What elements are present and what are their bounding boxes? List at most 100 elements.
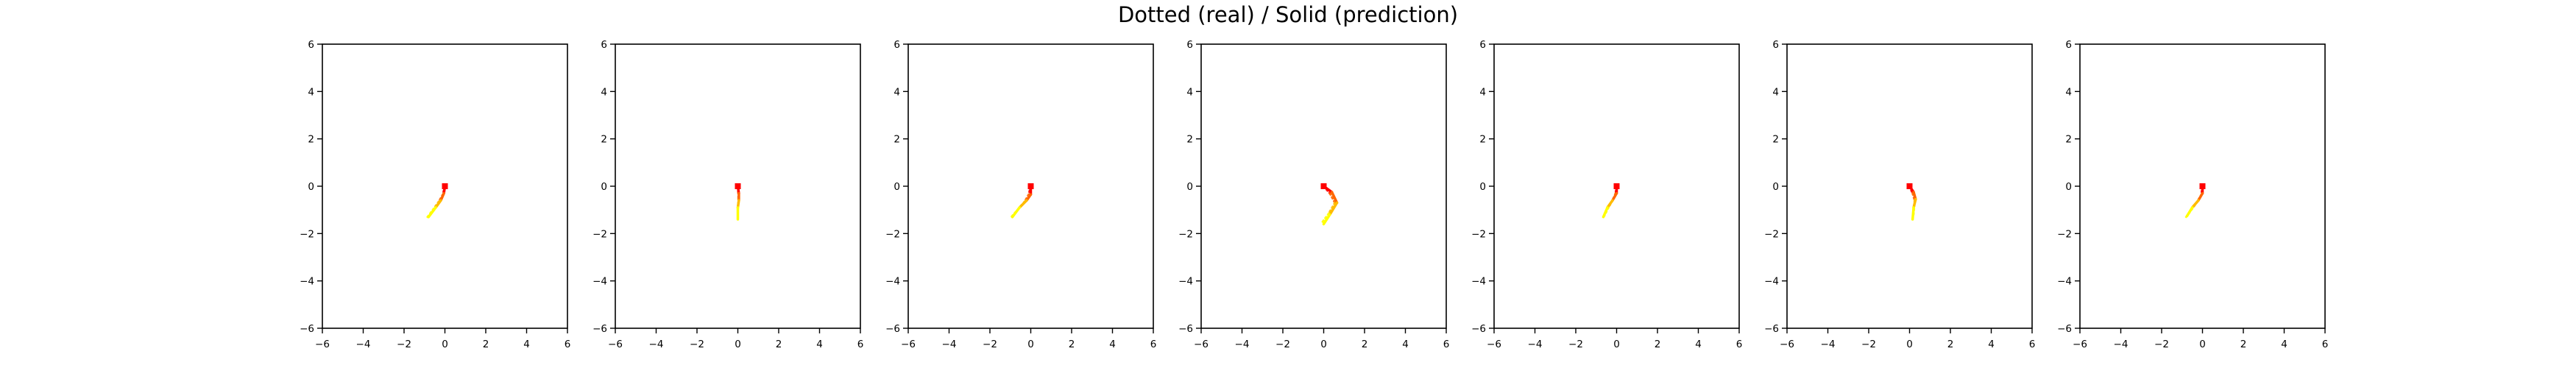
series-solid-path <box>1011 185 1033 219</box>
y-tick-label: 0 <box>1186 181 1193 193</box>
y-tick-label: −4 <box>1471 276 1486 288</box>
y-tick-label: 2 <box>601 134 607 146</box>
series-solid-segment <box>1330 191 1339 205</box>
x-tick-label: 4 <box>1695 339 1702 350</box>
x-tick-label: 0 <box>735 339 741 350</box>
x-tick-label: 2 <box>2240 339 2247 350</box>
x-tick-label: −6 <box>1194 339 1209 350</box>
series-solid-segment <box>1011 206 1021 219</box>
y-tick-label: 2 <box>1772 134 1779 146</box>
x-tick-label: −6 <box>1780 339 1794 350</box>
series-dotted-segment <box>1327 202 1337 215</box>
y-tick-label: 6 <box>2065 39 2072 51</box>
y-tick-label: −2 <box>1471 228 1486 240</box>
y-tick-label: 2 <box>1479 134 1486 146</box>
x-tick-label: 6 <box>1736 339 1743 350</box>
x-tick-label: −6 <box>901 339 916 350</box>
x-tick-label: −6 <box>2073 339 2087 350</box>
subplot-1: −6 −4 −2 0 2 4 6 −6 −4 −2 0 2 4 6 <box>300 39 570 350</box>
series-dotted-path <box>426 185 446 219</box>
x-tick-label: −2 <box>690 339 704 350</box>
start-marker <box>1613 183 1620 189</box>
y-tick-label: 4 <box>2065 86 2072 98</box>
y-tick-label: −2 <box>1178 228 1193 240</box>
x-tick-label: −2 <box>1568 339 1583 350</box>
series-solid-segment <box>1602 206 1609 219</box>
x-tick-label: 0 <box>1906 339 1913 350</box>
series-dotted-segment <box>1911 192 1916 202</box>
x-tick-label: 6 <box>565 339 571 350</box>
y-tick-label: −2 <box>885 228 900 240</box>
x-tick-label: 6 <box>1443 339 1450 350</box>
x-tick-label: −2 <box>1861 339 1876 350</box>
x-tick-label: 4 <box>1988 339 1995 350</box>
x-tick-label: −4 <box>2114 339 2129 350</box>
x-tick-label: 0 <box>1320 339 1327 350</box>
figure-title: Dotted (real) / Solid (prediction) <box>1117 2 1459 27</box>
x-tick-label: −4 <box>356 339 371 350</box>
x-tick-label: −4 <box>1235 339 1250 350</box>
y-tick-label: −4 <box>2057 276 2072 288</box>
x-tick-label: −4 <box>942 339 957 350</box>
y-tick-label: 6 <box>894 39 900 51</box>
y-tick-label: 4 <box>1772 86 1779 98</box>
x-tick-label: 6 <box>2029 339 2036 350</box>
x-tick-label: 0 <box>442 339 448 350</box>
series-solid-path <box>736 185 740 221</box>
y-tick-label: −2 <box>300 228 314 240</box>
series-solid-segment <box>2185 206 2194 217</box>
x-tick-label: 0 <box>1027 339 1034 350</box>
y-tick-label: 0 <box>1772 181 1779 193</box>
series-solid-segment <box>1611 191 1618 202</box>
y-tick-label: 6 <box>1479 39 1486 51</box>
series-solid-segment <box>427 206 437 219</box>
subplot-6: −6 −4 −2 0 2 4 6 −6 −4 −2 0 2 4 6 <box>1764 39 2035 350</box>
x-tick-label: 4 <box>1109 339 1116 350</box>
y-tick-label: 2 <box>894 134 900 146</box>
y-tick-label: −4 <box>300 276 314 288</box>
y-tick-label: 2 <box>2065 134 2072 146</box>
y-tick-label: −2 <box>2057 228 2072 240</box>
y-tick-label: 6 <box>601 39 607 51</box>
y-tick-label: 0 <box>601 181 607 193</box>
y-tick-label: −4 <box>1178 276 1193 288</box>
series-solid-path <box>2185 185 2204 217</box>
x-tick-label: −2 <box>397 339 411 350</box>
x-tick-label: −6 <box>315 339 330 350</box>
subplot-7: −6 −4 −2 0 2 4 6 −6 −4 −2 0 2 4 6 <box>2057 39 2328 350</box>
x-tick-label: −2 <box>983 339 997 350</box>
y-tick-label: −4 <box>592 276 607 288</box>
y-tick-label: 2 <box>1186 134 1193 146</box>
x-tick-label: −2 <box>2154 339 2169 350</box>
y-tick-label: −2 <box>1764 228 1779 240</box>
y-tick-label: −2 <box>592 228 607 240</box>
x-tick-label: 6 <box>1150 339 1157 350</box>
y-tick-label: 0 <box>1479 181 1486 193</box>
series-solid-segment <box>1322 213 1331 226</box>
x-tick-label: 2 <box>1655 339 1661 350</box>
series-solid-segment <box>1606 199 1614 209</box>
x-tick-label: 6 <box>2322 339 2329 350</box>
series-dotted-segment <box>1328 192 1337 205</box>
y-tick-label: 0 <box>308 181 314 193</box>
series-solid-segment <box>1018 199 1028 209</box>
series-solid-segment <box>2197 191 2204 202</box>
series-solid-segment <box>1911 206 1915 221</box>
y-tick-label: 0 <box>2065 181 2072 193</box>
series-solid-segment <box>439 191 445 202</box>
x-tick-label: 0 <box>2199 339 2206 350</box>
x-tick-label: 4 <box>1402 339 1409 350</box>
y-tick-label: −6 <box>885 323 900 335</box>
x-tick-label: −2 <box>1275 339 1290 350</box>
x-tick-label: −4 <box>1528 339 1543 350</box>
start-marker <box>1320 183 1327 189</box>
x-tick-label: 4 <box>816 339 823 350</box>
x-tick-label: −4 <box>1821 339 1836 350</box>
y-tick-label: 4 <box>308 86 314 98</box>
y-tick-label: 4 <box>1479 86 1486 98</box>
start-marker <box>2199 183 2206 189</box>
x-tick-label: 4 <box>523 339 530 350</box>
y-tick-label: 2 <box>308 134 314 146</box>
y-tick-label: −4 <box>1764 276 1779 288</box>
